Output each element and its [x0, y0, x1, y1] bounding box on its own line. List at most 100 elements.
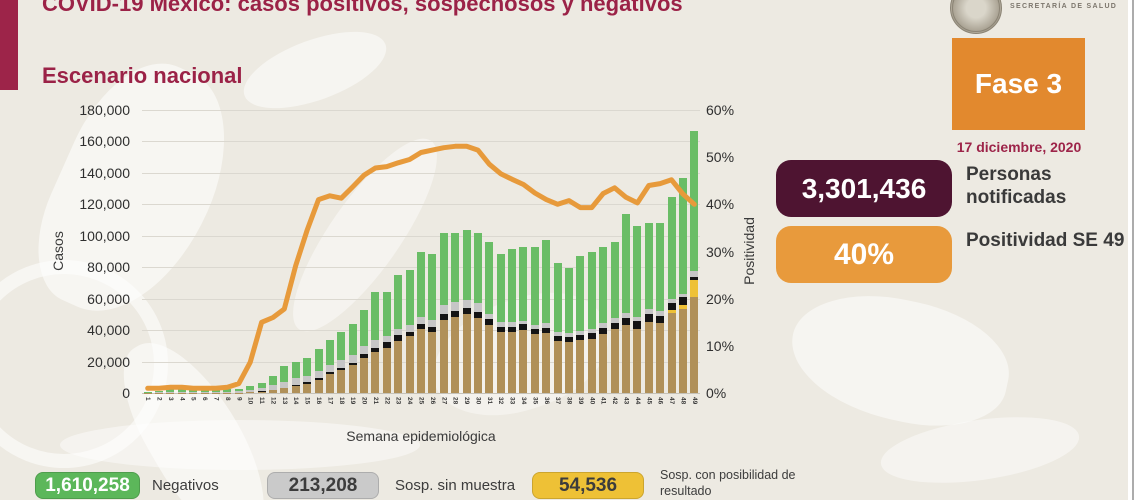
bar-segment	[268, 375, 277, 386]
viewer-edge-line	[1132, 0, 1134, 500]
x-week-tick: 34	[519, 397, 527, 405]
bar-segment	[394, 329, 403, 336]
y-left-tick: 120,000	[79, 196, 130, 213]
x-week-tick: 12	[269, 397, 277, 405]
bar-segment	[576, 334, 585, 340]
bar-segment	[268, 390, 277, 393]
bar-segment	[371, 352, 380, 393]
personas-notificadas-label: Personas notificadas	[966, 164, 1067, 208]
bar-segment	[633, 316, 642, 322]
bar-segment	[405, 324, 414, 332]
x-week-tick: 24	[406, 397, 414, 405]
bar-segment	[417, 251, 425, 317]
bar-segment	[348, 354, 357, 363]
bar-segment	[690, 276, 699, 280]
x-week-tick: 44	[633, 397, 641, 405]
personas-notificadas-badge: 3,301,436	[776, 160, 952, 217]
bar-segment	[314, 348, 323, 371]
bar-segment	[644, 223, 653, 310]
bar-week-10	[246, 386, 255, 393]
bar-segment	[473, 232, 482, 304]
bar-segment	[280, 381, 289, 388]
bar-segment	[451, 302, 460, 311]
bar-segment	[678, 294, 687, 298]
bar-segment	[234, 388, 243, 392]
bar-week-48	[678, 178, 687, 393]
bar-segment	[633, 321, 642, 330]
bar-segment	[565, 337, 574, 343]
bar-segment	[155, 390, 164, 393]
bar-segment	[690, 279, 699, 298]
x-week-tick: 18	[337, 397, 345, 405]
bar-segment	[280, 388, 289, 393]
x-week-tick: 40	[588, 397, 596, 405]
gridline	[142, 393, 700, 394]
x-week-tick: 47	[668, 397, 676, 405]
bar-week-1	[143, 391, 152, 393]
bar-week-43	[621, 213, 630, 393]
bar-week-15	[303, 358, 312, 393]
bar-segment	[337, 370, 346, 393]
bar-week-37	[553, 263, 562, 393]
bar-segment	[325, 340, 334, 365]
positividad-badge: 40%	[776, 226, 952, 283]
bar-segment	[656, 323, 665, 393]
y-left-tick: 0	[122, 385, 130, 401]
x-week-tick: 13	[280, 397, 288, 405]
x-week-tick: 17	[326, 397, 334, 405]
bar-segment	[394, 341, 403, 393]
bar-week-35	[530, 246, 539, 393]
bar-segment	[462, 308, 471, 314]
bar-week-12	[268, 375, 277, 393]
y-right-tick: 60%	[706, 102, 735, 118]
bar-segment	[348, 365, 357, 393]
bar-segment	[439, 319, 448, 393]
bar-segment	[542, 332, 551, 393]
bar-segment	[610, 242, 619, 319]
bar-segment	[644, 322, 653, 393]
report-date: 17 diciembre, 2020	[956, 139, 1082, 155]
x-week-tick: 33	[508, 397, 516, 405]
bar-week-26	[428, 253, 437, 393]
x-week-tick: 11	[258, 397, 266, 404]
bar-segment	[337, 359, 346, 368]
bar-segment	[553, 263, 562, 332]
y-left-tick: 60,000	[87, 290, 130, 307]
y-right-tick: 20%	[706, 290, 735, 307]
bar-segment	[428, 319, 437, 327]
x-week-tick: 25	[417, 397, 425, 405]
bar-segment	[565, 332, 574, 338]
bar-week-24	[405, 270, 414, 393]
bar-segment	[303, 382, 312, 384]
bar-segment	[177, 391, 186, 393]
bar-segment	[325, 374, 334, 393]
x-week-tick: 48	[679, 397, 687, 405]
gridline	[142, 110, 700, 111]
bar-week-41	[599, 246, 608, 393]
x-week-tick: 1	[144, 397, 152, 401]
page-title: COVID-19 México: casos positivos, sospec…	[42, 0, 683, 16]
phase-badge: Fase 3	[952, 38, 1085, 130]
bar-segment	[576, 331, 585, 335]
bar-segment	[428, 331, 437, 393]
bar-segment	[508, 331, 517, 393]
y-left-tick: 140,000	[79, 164, 130, 181]
bar-segment	[565, 342, 574, 393]
bar-week-25	[417, 251, 425, 394]
bar-segment	[189, 391, 198, 393]
legend-negativos-badge: 1,610,258	[35, 472, 140, 499]
bar-segment	[621, 312, 630, 318]
bar-week-21	[371, 292, 380, 393]
bar-segment	[553, 331, 562, 337]
bar-segment	[485, 324, 494, 393]
bar-segment	[360, 357, 369, 393]
bar-segment	[678, 309, 687, 393]
bar-segment	[246, 389, 255, 392]
x-week-tick: 22	[383, 397, 391, 405]
y-left-tick: 100,000	[79, 227, 130, 244]
bar-segment	[519, 320, 528, 325]
legend-sosp-sin-muestra-badge: 213,208	[267, 472, 379, 499]
bar-segment	[656, 223, 665, 312]
x-week-tick: 41	[599, 397, 607, 405]
bar-segment	[599, 334, 608, 393]
